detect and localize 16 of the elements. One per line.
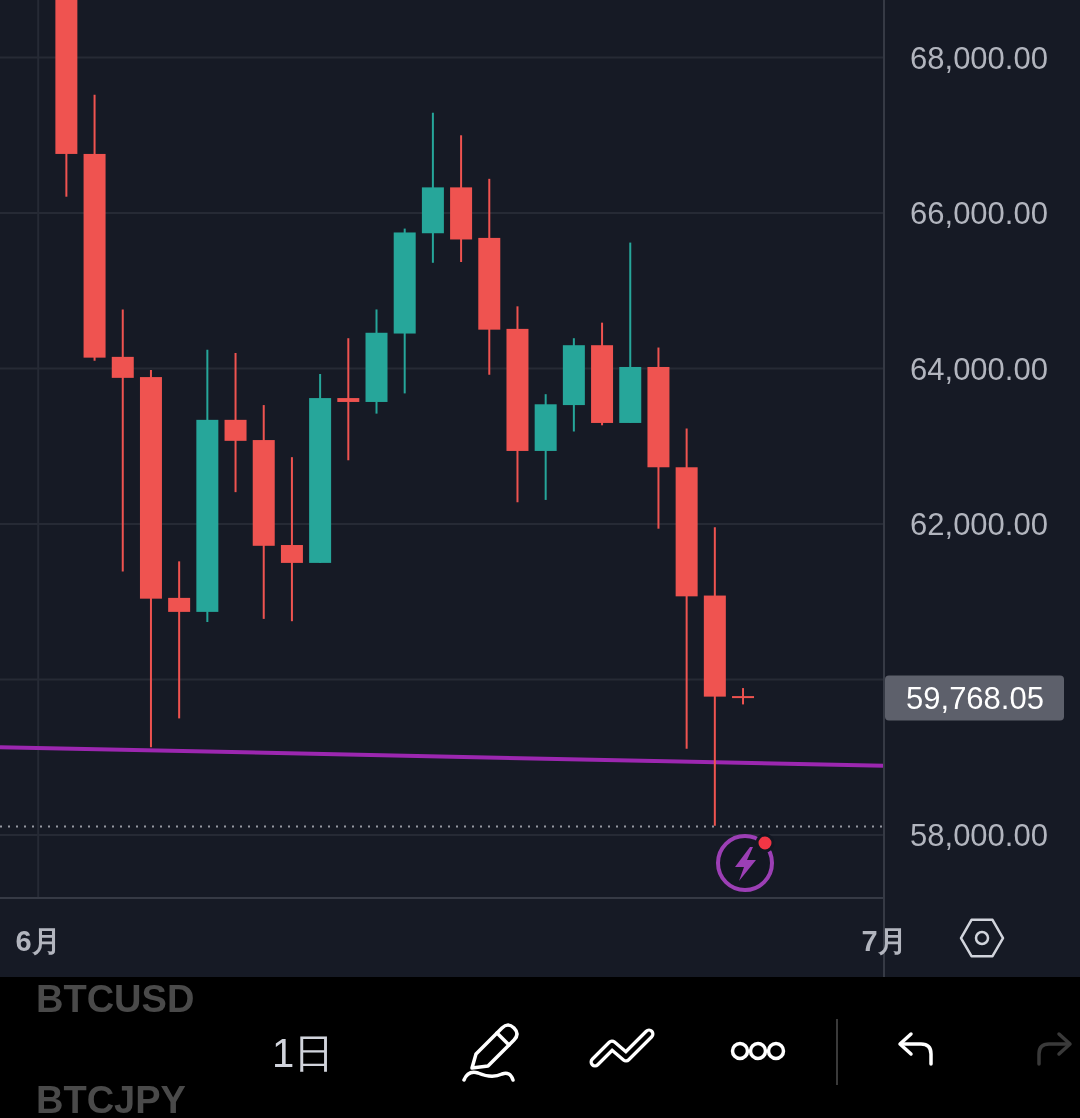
text: 1日 <box>272 1031 335 1075</box>
y-tick-label: 58,000.00 <box>910 818 1048 854</box>
candlestick <box>337 337 360 462</box>
candlestick <box>168 560 191 720</box>
y-tick-label: 66,000.00 <box>910 196 1048 232</box>
text: 59,768.05 <box>906 680 1044 716</box>
candlestick <box>280 456 303 623</box>
x-tick-label: 6月 <box>15 925 61 957</box>
text: BTCJPY <box>36 1079 186 1118</box>
y-tick-label: 68,000.00 <box>910 40 1048 76</box>
y-tick-label: 64,000.00 <box>910 351 1048 387</box>
x-tick-label: 7月 <box>861 925 907 957</box>
text: BTCUSD <box>36 978 195 1020</box>
y-tick-label: 62,000.00 <box>910 507 1048 543</box>
candlestick <box>224 351 247 494</box>
candlestick <box>111 308 134 573</box>
